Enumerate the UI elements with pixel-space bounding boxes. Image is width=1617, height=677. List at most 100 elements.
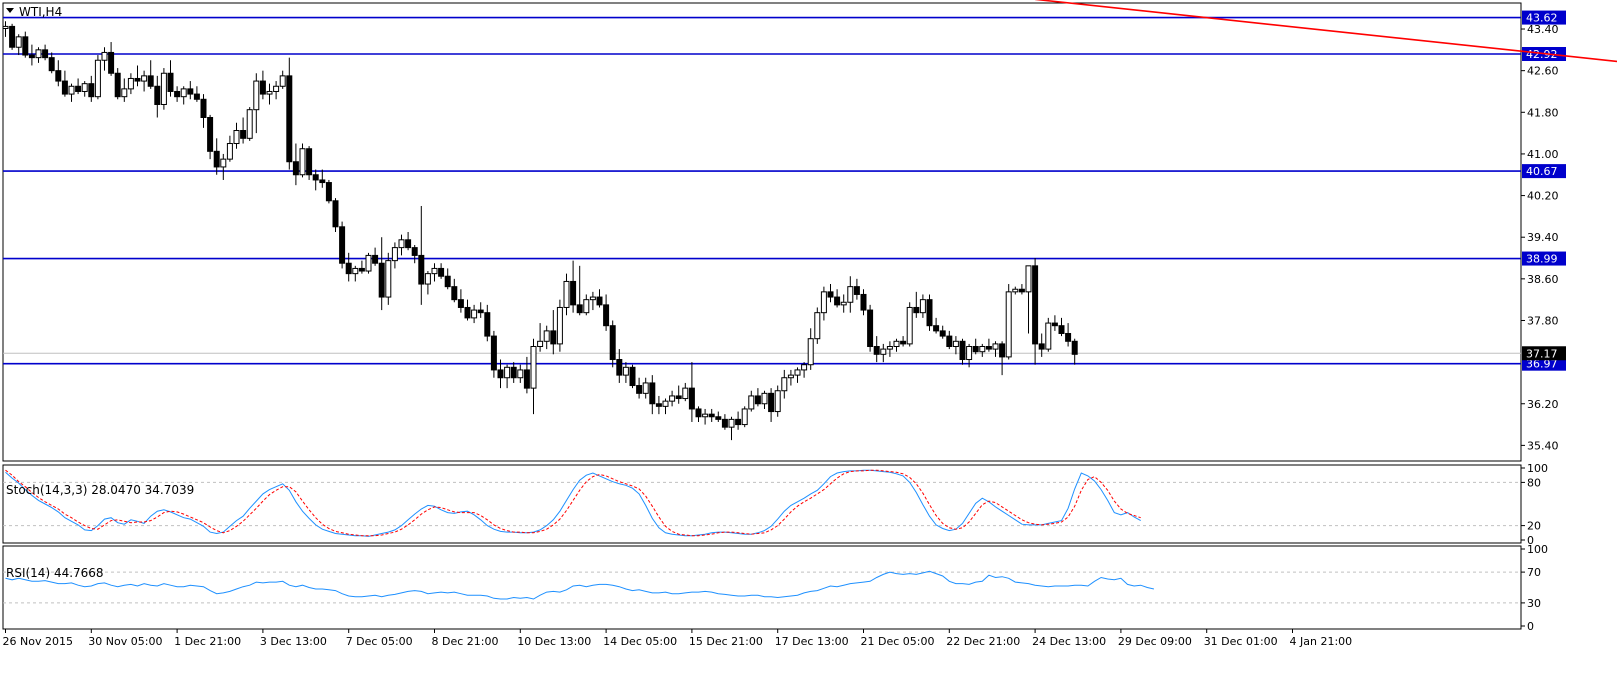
- candle[interactable]: [292, 143, 299, 186]
- candle[interactable]: [246, 107, 253, 141]
- candle[interactable]: [787, 369, 794, 386]
- candle[interactable]: [490, 330, 497, 378]
- candle[interactable]: [933, 317, 940, 334]
- candle[interactable]: [75, 78, 82, 95]
- candle[interactable]: [688, 362, 695, 422]
- candle[interactable]: [873, 336, 880, 363]
- candle[interactable]: [972, 338, 979, 355]
- candle[interactable]: [114, 68, 121, 100]
- candle[interactable]: [1012, 286, 1019, 295]
- candle[interactable]: [1038, 333, 1045, 357]
- candle[interactable]: [510, 362, 517, 383]
- candle[interactable]: [814, 307, 821, 344]
- candle[interactable]: [127, 73, 134, 95]
- candle[interactable]: [867, 304, 874, 352]
- candle[interactable]: [266, 83, 273, 105]
- candle[interactable]: [847, 276, 854, 313]
- candle[interactable]: [563, 273, 570, 316]
- candle[interactable]: [1025, 265, 1032, 334]
- candle[interactable]: [154, 75, 161, 118]
- candle[interactable]: [121, 78, 128, 102]
- candle[interactable]: [1018, 284, 1025, 295]
- candle[interactable]: [530, 338, 537, 415]
- candle[interactable]: [101, 47, 108, 71]
- candle[interactable]: [622, 362, 629, 383]
- candle[interactable]: [959, 338, 966, 365]
- candle[interactable]: [1071, 338, 1078, 365]
- candle[interactable]: [662, 398, 669, 415]
- candle[interactable]: [761, 390, 768, 409]
- candle[interactable]: [880, 343, 887, 363]
- candle[interactable]: [438, 263, 445, 279]
- candle[interactable]: [88, 75, 95, 102]
- candle[interactable]: [900, 336, 907, 347]
- candle[interactable]: [820, 286, 827, 321]
- candle[interactable]: [141, 70, 148, 92]
- candle[interactable]: [411, 245, 418, 264]
- candle[interactable]: [312, 169, 319, 191]
- main-price-pane[interactable]: 43.40 42.60 41.80 41.00 40.20 39.40 38.60 37.80…: [2, 0, 1617, 462]
- candle[interactable]: [853, 278, 860, 300]
- candle[interactable]: [431, 263, 438, 282]
- candle[interactable]: [708, 408, 715, 422]
- candle[interactable]: [398, 234, 405, 256]
- candle[interactable]: [702, 408, 709, 425]
- candle[interactable]: [233, 122, 240, 149]
- candle[interactable]: [391, 242, 398, 269]
- candle[interactable]: [299, 143, 306, 178]
- candle[interactable]: [1005, 284, 1012, 360]
- candle[interactable]: [952, 336, 959, 355]
- candle[interactable]: [497, 359, 504, 389]
- candle[interactable]: [15, 34, 22, 56]
- candle[interactable]: [926, 294, 933, 331]
- candle[interactable]: [464, 299, 471, 321]
- candle[interactable]: [457, 289, 464, 313]
- candle[interactable]: [979, 343, 986, 357]
- candle[interactable]: [332, 198, 339, 232]
- candle[interactable]: [939, 325, 946, 339]
- candle[interactable]: [180, 86, 187, 105]
- candle[interactable]: [801, 362, 808, 378]
- candle[interactable]: [167, 60, 174, 97]
- candle[interactable]: [794, 367, 801, 383]
- candle[interactable]: [365, 252, 372, 274]
- candle[interactable]: [781, 369, 788, 399]
- candle[interactable]: [9, 23, 16, 50]
- candle[interactable]: [999, 341, 1006, 376]
- candle[interactable]: [193, 86, 200, 102]
- candle[interactable]: [226, 135, 233, 162]
- candle[interactable]: [2, 21, 9, 37]
- candle[interactable]: [827, 284, 834, 303]
- candle[interactable]: [207, 114, 214, 160]
- candle[interactable]: [893, 338, 900, 352]
- candle[interactable]: [259, 70, 266, 100]
- candle[interactable]: [550, 310, 557, 355]
- candle[interactable]: [108, 42, 115, 76]
- candle[interactable]: [200, 94, 207, 128]
- candle[interactable]: [22, 31, 29, 58]
- candle[interactable]: [556, 299, 563, 352]
- candle[interactable]: [477, 302, 484, 318]
- candle[interactable]: [174, 86, 181, 102]
- candle[interactable]: [754, 388, 761, 407]
- candle[interactable]: [372, 247, 379, 266]
- candle[interactable]: [834, 289, 841, 308]
- candle[interactable]: [81, 81, 88, 97]
- candle[interactable]: [583, 294, 590, 316]
- candle[interactable]: [134, 65, 141, 87]
- candle[interactable]: [675, 385, 682, 404]
- candle[interactable]: [966, 343, 973, 368]
- candle[interactable]: [603, 294, 610, 331]
- candle[interactable]: [748, 390, 755, 412]
- candle[interactable]: [253, 73, 260, 134]
- candle[interactable]: [735, 411, 742, 430]
- candle[interactable]: [48, 52, 55, 74]
- candle[interactable]: [94, 55, 101, 100]
- candle[interactable]: [187, 81, 194, 100]
- candle[interactable]: [352, 265, 359, 282]
- candle[interactable]: [1051, 315, 1058, 331]
- candle[interactable]: [28, 44, 35, 66]
- candle[interactable]: [325, 179, 332, 204]
